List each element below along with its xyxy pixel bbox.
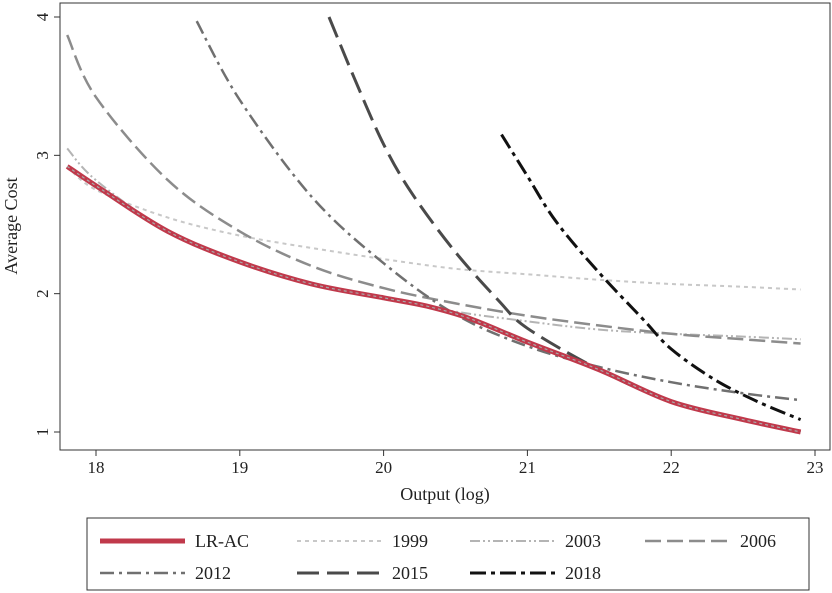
legend-label-2003: 2003 <box>565 531 601 551</box>
x-tick-label: 22 <box>663 458 680 477</box>
legend-label-2006: 2006 <box>740 531 776 551</box>
x-axis-title: Output (log) <box>400 484 490 505</box>
y-axis: 1 2 3 4 <box>33 12 60 436</box>
x-axis: 18 19 20 21 22 23 <box>88 450 824 477</box>
y-tick-label: 3 <box>33 151 52 160</box>
series-layer <box>65 16 802 435</box>
series-line-1999 <box>66 165 801 291</box>
legend-frame <box>86 517 810 591</box>
legend-label-2018: 2018 <box>565 563 601 583</box>
legend-label-lr-ac: LR-AC <box>195 531 249 551</box>
legend: LR-AC 1999 2003 2006 2012 2015 2018 <box>86 517 810 591</box>
y-tick-label: 4 <box>33 12 52 21</box>
series-line-2006 <box>66 34 801 345</box>
y-tick-label: 2 <box>33 289 52 298</box>
series-line-2018 <box>500 133 802 421</box>
y-axis-title: Average Cost <box>1 177 21 274</box>
series-line-2003 <box>66 147 801 341</box>
x-tick-label: 19 <box>231 458 248 477</box>
legend-label-2012: 2012 <box>195 563 231 583</box>
legend-label-2015: 2015 <box>392 563 428 583</box>
x-tick-label: 23 <box>807 458 824 477</box>
series-line-lr-ac-overlay <box>66 165 801 433</box>
y-tick-label: 1 <box>33 428 52 437</box>
series-line-2012 <box>195 20 801 402</box>
x-tick-label: 18 <box>88 458 105 477</box>
x-tick-label: 20 <box>375 458 392 477</box>
legend-label-1999: 1999 <box>392 531 428 551</box>
plot-frame <box>59 2 831 451</box>
series-line-2015 <box>327 16 801 434</box>
x-tick-label: 21 <box>519 458 536 477</box>
